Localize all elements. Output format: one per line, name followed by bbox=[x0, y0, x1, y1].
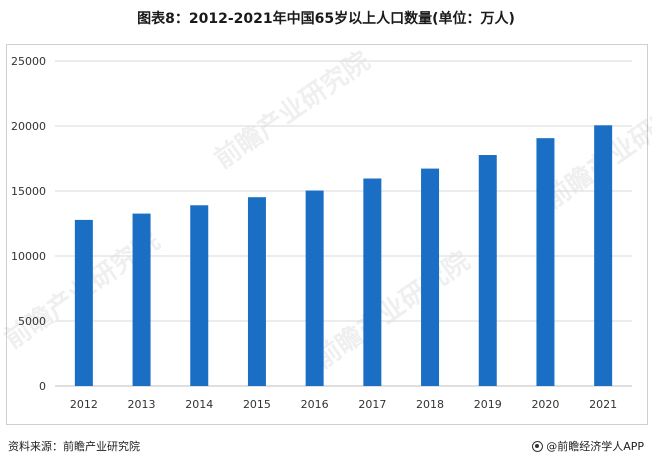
y-tick-label: 25000 bbox=[11, 55, 46, 68]
bar bbox=[247, 197, 266, 386]
x-tick-label: 2016 bbox=[301, 398, 329, 411]
brand-label: @前瞻经济学人APP bbox=[546, 440, 644, 453]
chart-title: 图表8：2012-2021年中国65岁以上人口数量(单位：万人) bbox=[137, 11, 515, 27]
x-tick-label: 2020 bbox=[531, 398, 559, 411]
bar bbox=[536, 138, 555, 386]
bar bbox=[363, 178, 382, 386]
bar bbox=[594, 125, 613, 386]
bar bbox=[190, 205, 209, 386]
x-tick-label: 2014 bbox=[185, 398, 213, 411]
y-tick-label: 20000 bbox=[11, 120, 46, 133]
x-tick-label: 2018 bbox=[416, 398, 444, 411]
brand-logo-icon bbox=[532, 440, 544, 452]
x-tick-label: 2015 bbox=[243, 398, 271, 411]
x-tick-label: 2012 bbox=[70, 398, 98, 411]
bar bbox=[305, 190, 324, 386]
x-tick-label: 2013 bbox=[128, 398, 156, 411]
bar bbox=[421, 168, 440, 386]
bar bbox=[478, 155, 497, 386]
y-tick-label: 15000 bbox=[11, 185, 46, 198]
y-tick-label: 0 bbox=[39, 380, 46, 393]
y-tick-label: 5000 bbox=[18, 315, 46, 328]
x-tick-label: 2021 bbox=[589, 398, 617, 411]
brand-credit: @前瞻经济学人APP bbox=[532, 438, 644, 454]
x-tick-label: 2017 bbox=[358, 398, 386, 411]
x-tick-label: 2019 bbox=[474, 398, 502, 411]
y-tick-label: 10000 bbox=[11, 250, 46, 263]
source-note: 资料来源：前瞻产业研究院 bbox=[8, 440, 140, 453]
plot-frame bbox=[6, 44, 648, 425]
bar bbox=[74, 219, 93, 386]
bar bbox=[132, 213, 151, 386]
